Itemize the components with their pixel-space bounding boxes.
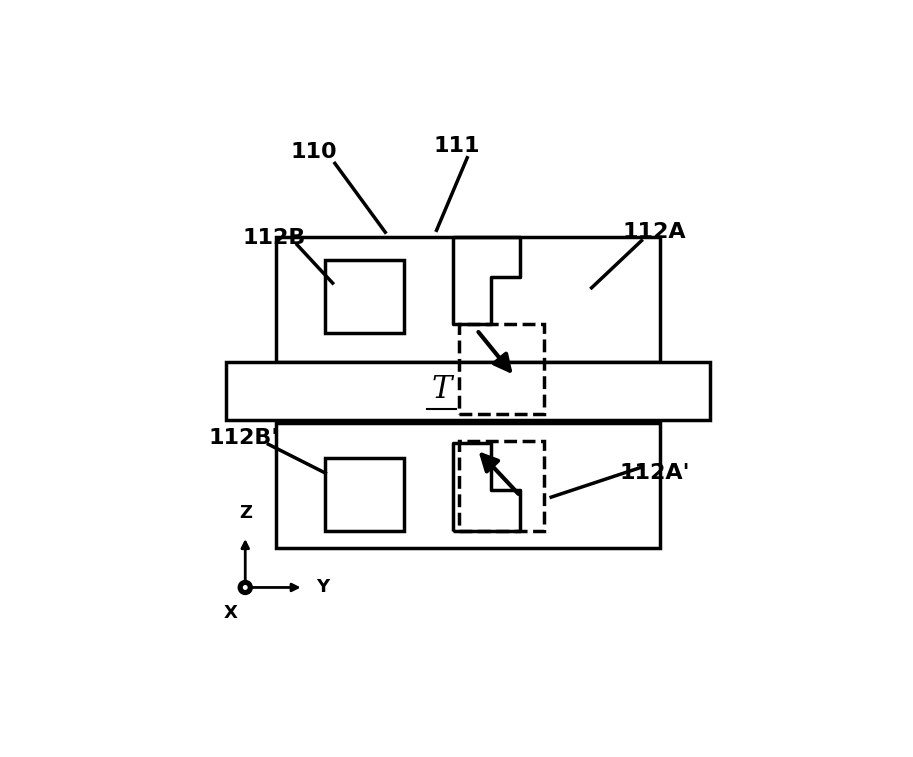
Text: 111: 111 [433, 136, 479, 156]
Bar [226, 362, 709, 420]
Text: 112A': 112A' [619, 463, 689, 483]
Text: 112B: 112B [243, 228, 306, 248]
Circle shape [244, 586, 247, 589]
Circle shape [238, 581, 252, 594]
Text: 112B': 112B' [208, 428, 278, 447]
Bar [459, 324, 543, 414]
Bar [276, 236, 660, 362]
Text: T: T [432, 375, 452, 405]
Text: 110: 110 [290, 142, 337, 162]
Text: X: X [224, 604, 237, 621]
Bar [325, 260, 404, 333]
Bar [459, 441, 543, 531]
Text: Y: Y [317, 578, 330, 597]
Bar [276, 423, 660, 548]
Bar [325, 458, 404, 531]
Text: Z: Z [239, 503, 252, 522]
Text: 112A: 112A [623, 222, 687, 242]
